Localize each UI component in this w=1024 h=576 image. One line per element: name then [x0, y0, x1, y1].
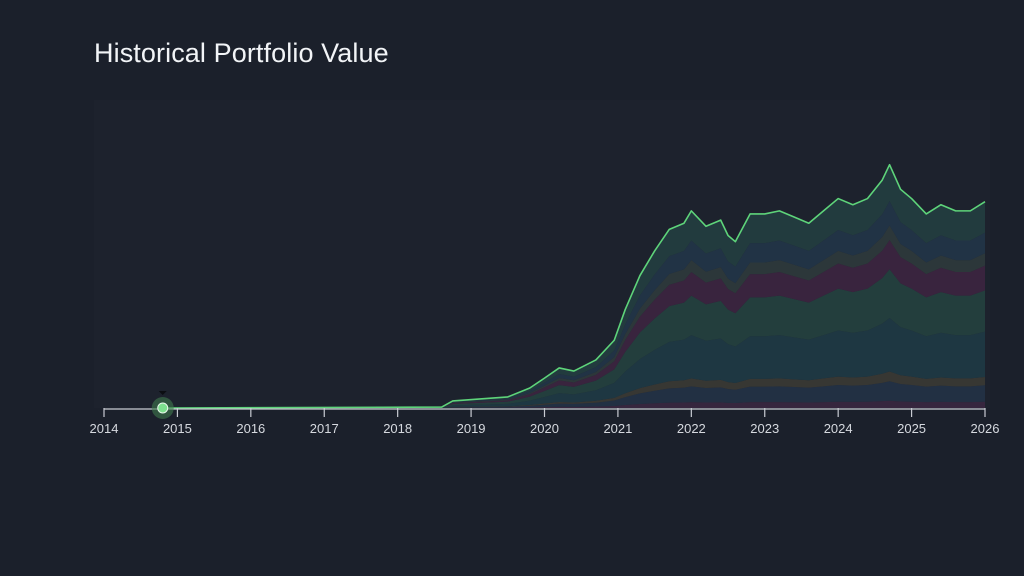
x-tick-label: 2025 [897, 421, 926, 436]
x-tick-label: 2023 [750, 421, 779, 436]
total-value-line [162, 163, 986, 409]
x-tick-label: 2022 [677, 421, 706, 436]
stack-band-0 [162, 400, 985, 408]
x-tick-label: 2014 [90, 421, 119, 436]
x-tick-label: 2020 [530, 421, 559, 436]
x-tick-label: 2016 [236, 421, 265, 436]
marker-pointer-icon [158, 391, 167, 395]
x-tick-label: 2019 [457, 421, 486, 436]
stack-band-3 [162, 317, 985, 408]
x-tick-label: 2017 [310, 421, 339, 436]
stack-band-5 [162, 240, 985, 408]
x-tick-label: 2015 [163, 421, 192, 436]
x-tick-label: 2018 [383, 421, 412, 436]
stack-band-4 [162, 269, 985, 408]
stack-band-1 [162, 381, 985, 408]
stack-band-8 [162, 164, 985, 408]
chart-title: Historical Portfolio Value [94, 38, 389, 68]
stack-band-6 [162, 225, 985, 408]
x-tick-label: 2026 [971, 421, 1000, 436]
stack-band-7 [162, 201, 985, 408]
marker-point [157, 402, 169, 414]
x-tick-label: 2024 [824, 421, 853, 436]
x-tick-label: 2021 [603, 421, 632, 436]
stack-band-2 [162, 371, 985, 408]
